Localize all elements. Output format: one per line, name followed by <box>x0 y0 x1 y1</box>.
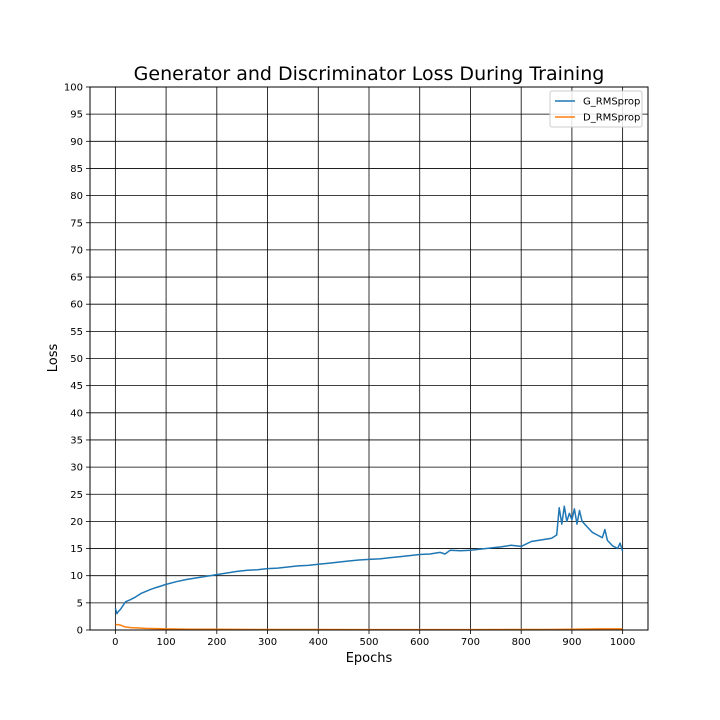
y-tick-label: 100 <box>64 83 83 94</box>
series-line-g-rmsprop <box>114 505 624 615</box>
x-tick-label: 500 <box>359 637 378 648</box>
legend: G_RMSprop D_RMSprop <box>549 90 643 128</box>
y-tick-label: 0 <box>77 626 83 637</box>
y-tick-label: 80 <box>70 191 83 202</box>
y-tick-label: 40 <box>70 408 83 419</box>
y-tick-label: 35 <box>70 435 83 446</box>
x-tick-label: 900 <box>562 637 581 648</box>
y-tick-label: 30 <box>70 463 83 474</box>
y-tick-label: 20 <box>70 517 83 528</box>
y-tick-label: 60 <box>70 300 83 311</box>
legend-label-g-rmsprop: G_RMSprop <box>583 97 640 108</box>
legend-box <box>549 90 643 128</box>
x-tick-label: 800 <box>512 637 531 648</box>
y-tick-label: 75 <box>70 218 83 229</box>
y-tick-label: 15 <box>70 544 83 555</box>
x-tick-label: 300 <box>258 637 277 648</box>
x-tick-label: 100 <box>157 637 176 648</box>
x-tick-label: 0 <box>112 637 118 648</box>
y-tick-label: 65 <box>70 273 83 284</box>
y-tick-label: 95 <box>70 110 83 121</box>
grid <box>90 86 648 631</box>
y-tick-label: 45 <box>70 381 83 392</box>
chart-title: Generator and Discriminator Loss During … <box>134 63 605 85</box>
y-axis-label: Loss <box>46 344 61 373</box>
x-tick-label: 700 <box>461 637 480 648</box>
y-tick-label: 90 <box>70 137 83 148</box>
y-tick-label: 5 <box>77 598 83 609</box>
x-axis: 0 100 200 300 400 500 600 700 800 900 1000 <box>112 630 635 648</box>
y-tick-label: 70 <box>70 245 83 256</box>
legend-label-d-rmsprop: D_RMSprop <box>583 113 640 124</box>
x-tick-label: 400 <box>309 637 328 648</box>
x-axis-label: Epochs <box>346 651 393 666</box>
y-tick-label: 50 <box>70 354 83 365</box>
y-tick-label: 25 <box>70 490 83 501</box>
x-tick-label: 200 <box>207 637 226 648</box>
y-tick-label: 85 <box>70 164 83 175</box>
x-tick-label: 600 <box>410 637 429 648</box>
y-tick-label: 55 <box>70 327 83 338</box>
y-axis: 0 5 10 15 20 25 30 35 40 45 50 55 60 65 70 75 80 85 90 95 10… <box>64 83 90 637</box>
x-tick-label: 1000 <box>610 637 635 648</box>
y-tick-label: 10 <box>70 571 83 582</box>
